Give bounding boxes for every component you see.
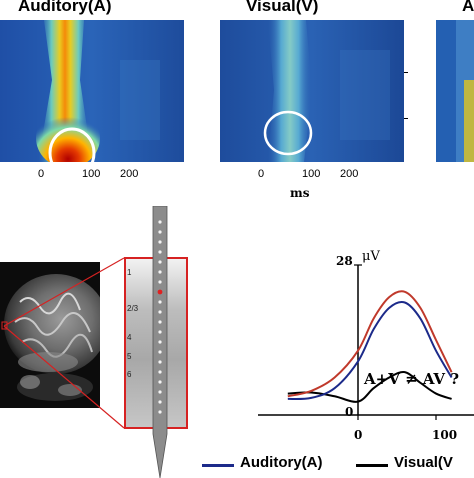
heatmap-auditory (0, 20, 184, 162)
panel-title-visual: Visual(V) (246, 0, 319, 15)
panel-title-auditory: Auditory(A) (18, 0, 112, 15)
y-axis-min-label: 0 (345, 405, 354, 419)
tick-label: 0 (38, 168, 45, 180)
heatmap-visual (220, 20, 404, 162)
panel-title-av: A (462, 0, 474, 15)
additivity-question: A+V ≠ AV ? (364, 370, 460, 388)
tick-label: 100 (302, 168, 321, 180)
layer-label-2-3: 2/3 (127, 304, 139, 313)
x-tick-label: 0 (354, 428, 363, 442)
legend-swatch-auditory (202, 464, 234, 467)
legend-label-auditory: Auditory(A) (240, 454, 323, 471)
zoom-connector (1, 257, 125, 429)
brain-mri-image (0, 262, 100, 408)
electrode-probe (152, 206, 168, 478)
tick-label: 100 (82, 168, 101, 180)
y-axis-max-label: 28 (336, 254, 353, 268)
legend-label-visual: Visual(V (394, 454, 453, 471)
layer-label-5: 5 (127, 352, 132, 361)
series-line-sum (287, 290, 453, 398)
tick-label: 200 (120, 168, 139, 180)
tick-label: 200 (340, 168, 359, 180)
x-axis-unit: ms (290, 186, 310, 200)
heatmap-av (436, 20, 474, 162)
tick-mark (404, 118, 408, 119)
tick-label: 0 (258, 168, 265, 180)
series-line-auditory (287, 300, 453, 400)
waveform-chart (258, 264, 474, 420)
y-axis-unit: μV (362, 249, 380, 264)
x-tick-label: 100 (432, 428, 458, 442)
layer-label-1: 1 (127, 268, 132, 277)
layer-label-6: 6 (127, 370, 132, 379)
layer-label-4: 4 (127, 333, 132, 342)
legend-swatch-visual (356, 464, 388, 467)
tick-mark (404, 72, 408, 73)
